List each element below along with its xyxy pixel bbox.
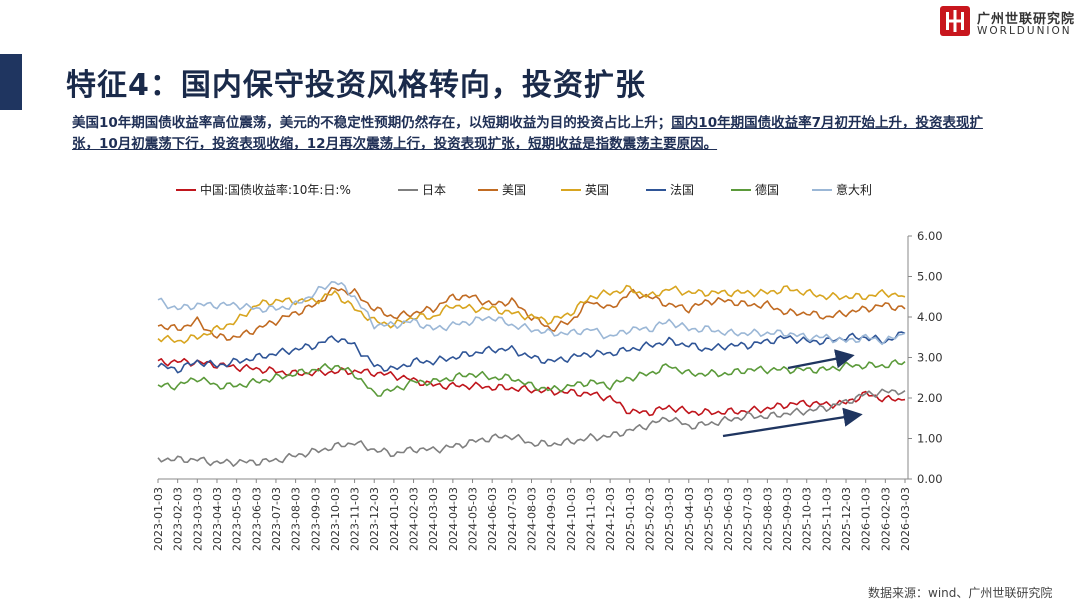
y-tick-label: 1.00 (917, 432, 943, 446)
logo-mark-icon (940, 6, 970, 36)
x-tick-label: 2024-03-03 (427, 487, 440, 551)
y-tick-label: 3.00 (917, 351, 943, 365)
x-tick-label: 2024-11-03 (584, 487, 597, 551)
legend-label-4: 法国 (670, 183, 694, 197)
x-tick-label: 2025-10-03 (801, 487, 814, 551)
x-tick-label: 2025-07-03 (742, 487, 755, 551)
x-tick-label: 2026-02-03 (879, 487, 892, 551)
x-tick-label: 2026-03-03 (899, 487, 912, 551)
page-title: 特征4：国内保守投资风格转向，投资扩张 (66, 68, 646, 103)
x-tick-label: 2025-04-03 (683, 487, 696, 551)
x-tick-label: 2023-12-03 (368, 487, 381, 551)
legend-label-6: 意大利 (836, 182, 872, 197)
x-axis: 2023-01-03 2023-02-03 2023-03-03 2023-04-03… (152, 478, 912, 551)
data-source-note: 数据来源：wind、广州世联研究院 (868, 586, 1053, 600)
x-tick-label: 2024-07-03 (506, 487, 519, 551)
x-tick-label: 2024-02-03 (408, 487, 421, 551)
subtitle-part-c: 短期收益是指数震荡主要原因。 (528, 136, 718, 152)
x-tick-label: 2023-01-03 (152, 487, 165, 551)
x-tick-label: 2023-03-03 (191, 487, 204, 551)
subtitle-part-a: 美国10年期国债收益率高位震荡，美元的不稳定性预期仍然存在，以短期收益为目的投资… (72, 115, 672, 131)
legend-label-5: 德国 (755, 182, 779, 197)
logo-text-cn: 广州世联研究院 (977, 12, 1076, 27)
chart-series (157, 281, 906, 467)
series-line-4 (157, 331, 906, 374)
title-accent-bar (0, 54, 22, 110)
x-tick-label: 2023-11-03 (349, 487, 362, 551)
trend-arrow-upper (787, 349, 855, 370)
series-line-3 (157, 284, 906, 344)
x-tick-label: 2023-06-03 (250, 487, 263, 551)
x-tick-label: 2024-05-03 (467, 487, 480, 551)
x-tick-label: 2025-02-03 (643, 487, 656, 551)
x-tick-label: 2025-12-03 (840, 487, 853, 551)
x-tick-label: 2025-01-03 (624, 487, 637, 551)
series-line-2 (157, 287, 906, 341)
y-axis: 0.00 1.00 2.00 3.00 4.00 5.00 6.00 (907, 229, 943, 486)
legend-label-0: 中国:国债收益率:10年:日:% (200, 182, 351, 197)
x-tick-label: 2026-01-03 (860, 487, 873, 551)
page-subtitle: 美国10年期国债收益率高位震荡，美元的不稳定性预期仍然存在，以短期收益为目的投资… (72, 113, 1007, 155)
brand-logo: 广州世联研究院 WORLDUNION (940, 6, 1076, 40)
x-tick-label: 2025-11-03 (820, 487, 833, 551)
x-tick-label: 2023-09-03 (309, 487, 322, 551)
x-tick-label: 2023-04-03 (211, 487, 224, 551)
trend-arrow-lower (722, 407, 863, 438)
series-line-0 (157, 357, 906, 417)
x-tick-label: 2023-07-03 (270, 487, 283, 551)
x-tick-label: 2024-08-03 (526, 487, 539, 551)
x-tick-label: 2024-06-03 (486, 487, 499, 551)
x-tick-label: 2024-09-03 (545, 487, 558, 551)
series-line-1 (157, 388, 906, 467)
x-tick-label: 2024-10-03 (565, 487, 578, 551)
logo-text-en: WORLDUNION (977, 25, 1072, 37)
y-tick-label: 0.00 (917, 472, 943, 486)
chart-legend: 中国:国债收益率:10年:日:% 日本 美国 英国 法国 德国 意大利 (176, 182, 872, 197)
series-line-6 (157, 281, 906, 346)
x-tick-label: 2023-08-03 (290, 487, 303, 551)
x-tick-label: 2025-06-03 (722, 487, 735, 551)
x-tick-label: 2025-03-03 (663, 487, 676, 551)
x-tick-label: 2023-10-03 (329, 487, 342, 551)
x-tick-label: 2024-04-03 (447, 487, 460, 551)
x-tick-label: 2025-05-03 (702, 487, 715, 551)
x-tick-label: 2025-08-03 (761, 487, 774, 551)
legend-label-3: 英国 (585, 183, 609, 197)
x-tick-label: 2024-12-03 (604, 487, 617, 551)
x-tick-label: 2024-01-03 (388, 487, 401, 551)
x-tick-label: 2023-02-03 (172, 487, 185, 551)
y-tick-label: 5.00 (917, 270, 943, 284)
legend-label-2: 美国 (502, 183, 526, 197)
y-tick-label: 6.00 (917, 229, 943, 243)
series-line-5 (157, 359, 906, 397)
y-tick-label: 4.00 (917, 310, 943, 324)
y-tick-label: 2.00 (917, 391, 943, 405)
subtitle-part-b: 国内10年期国债收益率7月初开始上升，投资表现扩张，10月初震荡下行，投资表现收… (72, 115, 983, 152)
x-tick-label: 2025-09-03 (781, 487, 794, 551)
x-tick-label: 2023-05-03 (231, 487, 244, 551)
chart-annotations (722, 349, 863, 438)
legend-label-1: 日本 (422, 183, 446, 197)
